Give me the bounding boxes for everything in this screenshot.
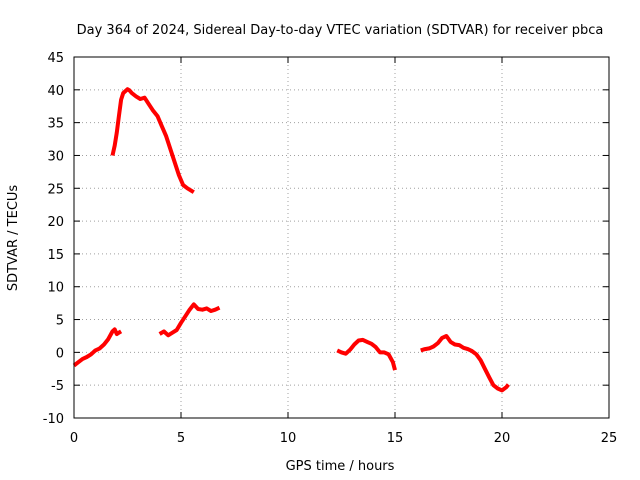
series-line-segment-2	[110, 87, 195, 194]
axis-ticks: 0 5 10 15 20 25 -10 -5 0 5 10 15 20 25 30 35 40 45	[43, 51, 618, 446]
x-tick-label: 0	[70, 431, 78, 446]
x-tick-label: 5	[177, 431, 185, 446]
y-tick-label: 45	[47, 51, 64, 66]
y-tick-label: 25	[47, 182, 64, 197]
y-tick-label: 20	[47, 215, 64, 230]
x-axis-label: GPS time / hours	[286, 459, 395, 474]
plot-frame	[73, 56, 610, 419]
series-line-segment-1	[72, 327, 123, 368]
x-tick-label: 25	[601, 431, 618, 446]
chart-title: Day 364 of 2024, Sidereal Day-to-day VTE…	[77, 23, 604, 38]
y-axis-label: SDTVAR / TECUs	[6, 185, 21, 292]
x-tick-label: 10	[280, 431, 297, 446]
y-tick-label: 5	[56, 314, 64, 329]
y-tick-label: 10	[47, 281, 64, 296]
y-tick-label: 15	[47, 248, 64, 263]
grid	[74, 57, 609, 418]
y-tick-label: -5	[51, 379, 64, 394]
series-line-segment-4	[336, 337, 397, 371]
y-tick-label: 40	[47, 84, 64, 99]
y-tick-label: 35	[47, 117, 64, 132]
series-line-segment-3	[158, 302, 221, 338]
x-tick-label: 15	[387, 431, 404, 446]
y-tick-label: -10	[43, 412, 64, 427]
x-tick-label: 20	[494, 431, 511, 446]
y-tick-label: 30	[47, 149, 64, 164]
series-layer	[72, 87, 510, 393]
series-line-segment-5	[420, 334, 510, 393]
y-tick-label: 0	[56, 346, 64, 361]
